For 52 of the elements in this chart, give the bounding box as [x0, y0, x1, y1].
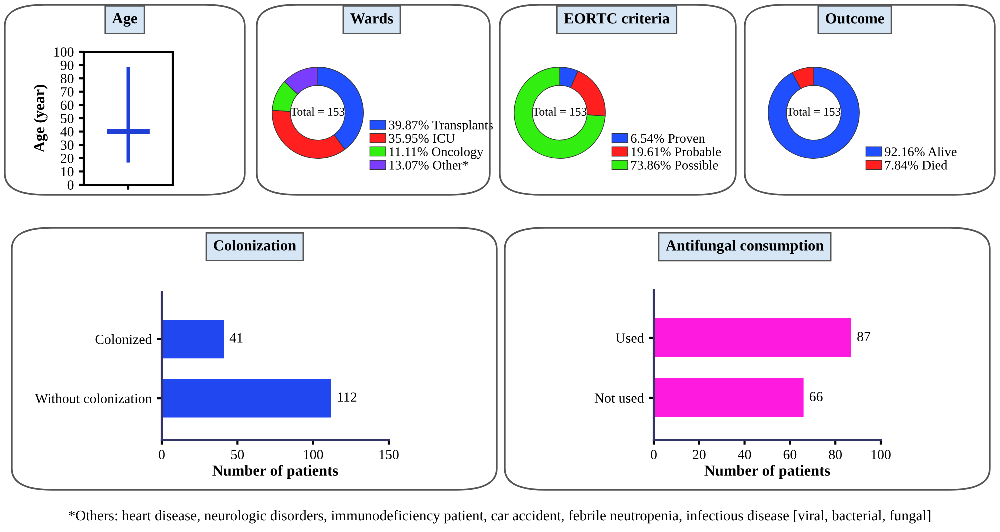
x-tick-label: 80 — [829, 450, 842, 460]
data-label: 66 — [810, 392, 823, 402]
y-tick-label: 60 — [60, 100, 74, 110]
x-axis-title: Number of patients — [212, 465, 338, 480]
data-label: 112 — [338, 392, 357, 402]
chart-title: Antifungal consumption — [666, 240, 824, 254]
legend-label: 11.11% Oncology — [390, 147, 484, 160]
legend-label: 35.95% ICU — [389, 134, 456, 144]
x-tick-label: 40 — [738, 450, 752, 460]
y-tick-label: Without colonization — [35, 394, 152, 404]
y-tick-label: Used — [616, 333, 644, 343]
chart-title: Wards — [350, 13, 394, 24]
data-label: 87 — [858, 332, 871, 342]
x-tick-label: 100 — [872, 450, 891, 460]
text: *Others: heart disease, neurologic disorders, immunodeficiency patient, car accident, febrile neutropenia, infectious disease [viral, bacterial, fungal] — [69, 510, 931, 524]
text: Total = 153 — [533, 108, 587, 116]
x-axis-title: Number of patients — [704, 465, 830, 480]
data-label: 41 — [230, 334, 243, 343]
y-axis-title: Age (year) — [34, 85, 48, 152]
legend-label: 73.86% Possible — [632, 160, 718, 170]
x-tick-label: 20 — [693, 450, 706, 460]
x-tick-label: 60 — [784, 450, 797, 460]
y-tick-label: Not used — [594, 393, 644, 403]
legend-label: 7.84% Died — [886, 160, 948, 170]
y-tick-label: 20 — [61, 154, 74, 164]
x-tick-label: 100 — [304, 450, 324, 460]
x-tick-label: 0 — [159, 450, 165, 460]
y-tick-label: 0 — [68, 180, 74, 190]
legend-label: 92.16% Alive — [885, 147, 957, 157]
donut-slice — [768, 67, 860, 159]
y-tick-label: 10 — [62, 167, 74, 177]
donut-slice — [514, 67, 606, 159]
text: Total = 153 — [787, 108, 841, 116]
chart-title: Age — [112, 13, 138, 27]
x-tick-label: 0 — [651, 450, 657, 460]
y-tick-label: 50 — [61, 114, 74, 124]
chart-title: Colonization — [214, 240, 296, 251]
legend-label: 6.54% Proven — [631, 134, 706, 144]
legend-label: 19.61% Probable — [632, 147, 722, 157]
y-tick-label: 30 — [61, 140, 74, 150]
y-tick-label: 100 — [54, 48, 74, 57]
x-tick-label: 50 — [232, 450, 244, 460]
y-tick-label: 40 — [60, 127, 74, 137]
y-tick-label: Colonized — [96, 334, 152, 344]
legend-label: 13.07% Other* — [390, 160, 469, 170]
y-tick-label: 90 — [60, 60, 74, 70]
x-tick-label: 150 — [380, 450, 399, 460]
y-tick-label: 70 — [61, 87, 74, 97]
chart-title: Outcome — [826, 14, 884, 24]
chart-title: EORTC criteria — [564, 13, 670, 24]
y-tick-label: 80 — [60, 74, 74, 84]
text: Total = 153 — [291, 108, 345, 116]
